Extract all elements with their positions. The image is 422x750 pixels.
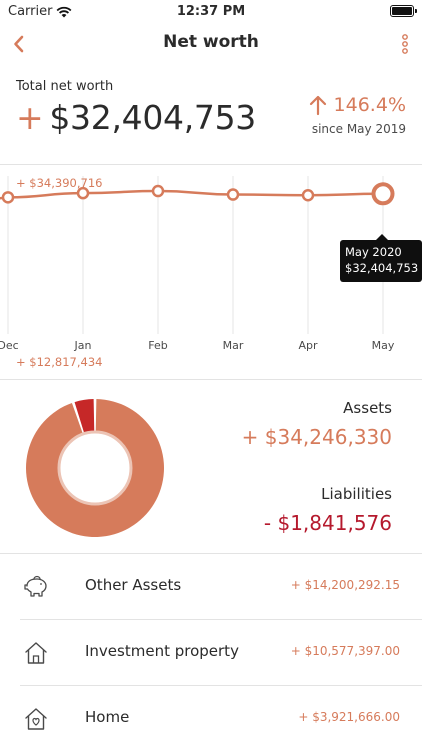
list-item-home[interactable]: Home + $3,921,666.00	[20, 686, 422, 750]
list-item-amount: + $3,921,666.00	[298, 710, 400, 724]
chart-tooltip: May 2020 $32,404,753	[340, 234, 422, 282]
donut-liabilities-slice	[74, 399, 95, 434]
arrow-up-icon	[309, 95, 326, 116]
liabilities-value: - $1,841,576	[263, 511, 392, 535]
chart-x-tick-label: Apr	[298, 339, 318, 352]
net-worth-chart[interactable]: + $34,390,716 + $12,817,434 Dec Jan Feb Mar Ap…	[0, 166, 422, 380]
net-worth-summary: Total net worth + $32,404,753 146.4% sinc…	[0, 64, 422, 165]
clock: 12:37 PM	[176, 4, 246, 19]
chart-selected-point	[371, 182, 395, 206]
chart-series-line	[0, 189, 384, 200]
tooltip-value: $32,404,753	[345, 261, 419, 275]
chart-x-tick-label: Dec	[0, 339, 19, 352]
carrier-group: Carrier	[8, 4, 72, 19]
positive-sign: +	[16, 98, 44, 137]
chart-x-tick-label: Jan	[74, 339, 92, 352]
carrier-label: Carrier	[8, 4, 53, 19]
total-net-worth-label: Total net worth	[16, 79, 114, 94]
battery-icon	[390, 5, 417, 17]
donut-hole	[57, 430, 133, 506]
list-item-amount: + $10,577,397.00	[290, 644, 400, 658]
chart-point	[151, 184, 165, 198]
since-label: since May 2019	[311, 122, 406, 136]
assets-label: Assets	[343, 399, 392, 417]
line-chart: + $34,390,716 + $12,817,434 Dec Jan Feb Mar Ap…	[0, 176, 395, 369]
list-item-other-assets[interactable]: Other Assets + $14,200,292.15	[20, 554, 422, 620]
page-title: Net worth	[163, 32, 259, 52]
tooltip-month: May 2020	[345, 245, 402, 259]
house-icon	[25, 642, 47, 664]
chart-point	[1, 191, 15, 204]
chart-min-label: + $12,817,434	[16, 355, 102, 369]
chart-point	[301, 188, 315, 202]
liabilities-label: Liabilities	[321, 485, 392, 503]
list-item-amount: + $14,200,292.15	[290, 578, 400, 592]
assets-liabilities-donut[interactable]	[26, 399, 164, 537]
home-heart-icon	[25, 708, 47, 730]
change-indicator: 146.4%	[308, 94, 406, 116]
status-bar: Carrier 12:37 PM	[0, 0, 422, 24]
list-item-investment-property[interactable]: Investment property + $10,577,397.00	[20, 620, 422, 686]
list-item-name: Other Assets	[85, 576, 182, 594]
chart-point	[226, 188, 240, 201]
total-net-worth-value: + $32,404,753	[16, 98, 256, 137]
total-amount: $32,404,753	[49, 98, 256, 137]
chart-max-label: + $34,390,716	[16, 176, 102, 190]
change-percent: 146.4%	[333, 94, 406, 116]
chart-point	[76, 186, 90, 200]
donut-assets-slice	[26, 399, 164, 537]
piggy-bank-icon	[24, 575, 47, 597]
back-chevron-icon[interactable]	[8, 32, 32, 56]
assets-liabilities-breakdown: Assets + $34,246,330 Liabilities - $1,84…	[0, 381, 422, 554]
list-item-name: Home	[85, 708, 130, 726]
nav-bar: Net worth	[0, 24, 422, 64]
chart-x-tick-label: May	[372, 339, 395, 352]
list-item-name: Investment property	[85, 642, 239, 660]
chart-x-tick-label: Feb	[148, 339, 167, 352]
chart-x-tick-label: Mar	[223, 339, 244, 352]
wifi-icon	[57, 6, 72, 17]
assets-value: + $34,246,330	[241, 425, 392, 449]
more-options-icon[interactable]	[398, 33, 412, 55]
